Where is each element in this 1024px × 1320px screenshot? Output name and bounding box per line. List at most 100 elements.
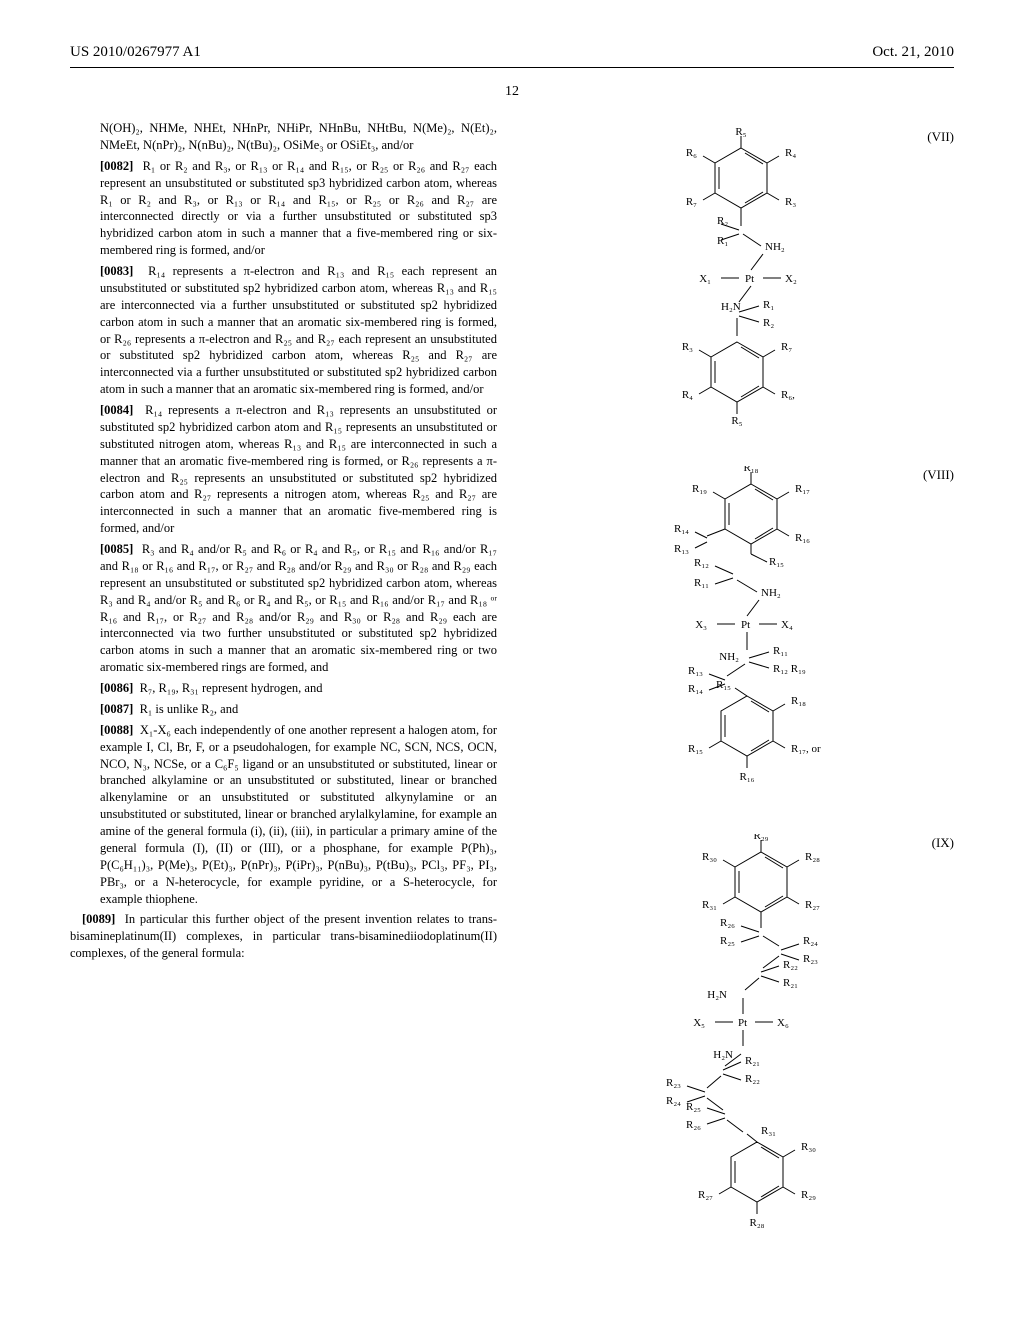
svg-text:R₁₂: R₁₂	[693, 557, 708, 569]
svg-text:R₆: R₆	[685, 147, 696, 159]
svg-text:R₁₃: R₁₃	[673, 543, 688, 555]
para-text: R₁₄ represents a π-electron and R₁₃ repr…	[100, 403, 497, 535]
structure-label-viii: (VIII)	[923, 466, 954, 484]
svg-text:Pt: Pt	[741, 619, 750, 631]
para-num: [0089]	[82, 912, 115, 926]
structure-ix: (IX)	[527, 834, 954, 1254]
structure-ix-svg: R₂₉ R₂₈ R₃₀ R₃₁ R₂₇ R₂₆ R₂₅ R₂₄ R₂₃ R₂₂ …	[611, 834, 871, 1254]
svg-text:R₁₄: R₁₄	[687, 683, 702, 695]
para-text: X₁-X₆ each independently of one another …	[100, 723, 497, 906]
svg-text:X₃: X₃	[695, 619, 707, 631]
svg-text:R₂₆: R₂₆	[719, 917, 734, 929]
svg-text:R₃₁: R₃₁	[701, 899, 716, 911]
para-0088: [0088] X₁-X₆ each independently of one a…	[70, 722, 497, 908]
para-text: R₃ and R₄ and/or R₅ and R₆ or R₄ and R₅,…	[100, 542, 497, 674]
para-0082: [0082] R₁ or R₂ and R₃, or R₁₃ or R₁₄ an…	[70, 158, 497, 259]
header-rule	[70, 67, 954, 68]
svg-text:X₆: X₆	[777, 1017, 789, 1029]
para-num: [0086]	[100, 681, 133, 695]
svg-text:R₁₅: R₁₅	[715, 679, 730, 691]
para-num: [0085]	[100, 542, 133, 556]
right-column: (VII)	[527, 120, 954, 1260]
svg-text:R₆,: R₆,	[781, 389, 795, 401]
svg-text:X₄: X₄	[781, 619, 793, 631]
svg-text:R₂₉: R₂₉	[753, 834, 768, 842]
para-0083: [0083] R₁₄ represents a π-electron and R…	[70, 263, 497, 398]
svg-text:H₂N: H₂N	[721, 301, 741, 313]
svg-text:R₁₁: R₁₁	[693, 577, 708, 589]
left-column: N(OH)₂, NHMe, NHEt, NHnPr, NHiPr, NHnBu,…	[70, 120, 497, 1260]
structure-label-ix: (IX)	[932, 834, 954, 852]
svg-text:R₂₆: R₂₆	[685, 1119, 700, 1131]
svg-text:R₁: R₁	[763, 299, 774, 311]
para-0086: [0086] R₇, R₁₉, R₃₁ represent hydrogen, …	[70, 680, 497, 697]
structure-vii: (VII)	[527, 128, 954, 458]
svg-text:R₁₁: R₁₁	[773, 645, 788, 657]
svg-text:R₃₀: R₃₀	[801, 1141, 816, 1153]
svg-text:R₇: R₇	[685, 196, 696, 208]
svg-text:R₂₂: R₂₂	[745, 1073, 760, 1085]
svg-text:R₁₆: R₁₆	[795, 532, 810, 544]
svg-text:R₇: R₇	[781, 341, 792, 353]
para-0081-cont: N(OH)₂, NHMe, NHEt, NHnPr, NHiPr, NHnBu,…	[70, 120, 497, 154]
svg-text:R₁₈: R₁₈	[743, 466, 758, 474]
para-text: R₇, R₁₉, R₃₁ represent hydrogen, and	[140, 681, 323, 695]
svg-text:R₅: R₅	[731, 415, 742, 427]
svg-text:R₁₄: R₁₄	[673, 523, 688, 535]
svg-text:R₁₈: R₁₈	[791, 695, 806, 707]
svg-text:R₁₇: R₁₇	[795, 483, 810, 495]
svg-text:H₂N: H₂N	[713, 1049, 733, 1061]
svg-text:R₂₂: R₂₂	[783, 959, 798, 971]
page-number: 12	[0, 84, 1024, 100]
svg-text:R₂₇: R₂₇	[805, 899, 820, 911]
para-text: In particular this further object of the…	[70, 912, 497, 960]
svg-text:R₂: R₂	[717, 215, 728, 227]
svg-text:R₃₁: R₃₁	[761, 1125, 776, 1137]
svg-text:R₂₈: R₂₈	[805, 851, 820, 863]
para-num: [0088]	[100, 723, 133, 737]
svg-text:Pt: Pt	[745, 273, 754, 285]
structure-viii: (VIII)	[527, 466, 954, 826]
svg-text:X₁: X₁	[699, 273, 711, 285]
svg-text:R₂₈: R₂₈	[749, 1217, 764, 1229]
svg-text:R₁₅: R₁₅	[769, 556, 784, 568]
para-0085: [0085] R₃ and R₄ and/or R₅ and R₆ or R₄ …	[70, 541, 497, 676]
svg-text:R₁₂ R₁₉: R₁₂ R₁₉	[773, 663, 806, 675]
svg-text:NH₂: NH₂	[761, 587, 781, 599]
para-text: R₁₄ represents a π-electron and R₁₃ and …	[100, 264, 497, 396]
svg-text:R₂₅: R₂₅	[719, 935, 734, 947]
svg-text:R₁₉: R₁₉	[691, 483, 706, 495]
para-0084: [0084] R₁₄ represents a π-electron and R…	[70, 402, 497, 537]
svg-text:X₅: X₅	[693, 1017, 705, 1029]
svg-text:R₂₁: R₂₁	[783, 977, 798, 989]
pub-number: US 2010/0267977 A1	[70, 44, 201, 61]
svg-text:R₁₃: R₁₃	[687, 665, 702, 677]
pub-date: Oct. 21, 2010	[872, 44, 954, 61]
para-num: [0087]	[100, 702, 133, 716]
svg-text:X₂: X₂	[785, 273, 797, 285]
structure-viii-svg: R₁₈ R₁₇ R₁₆ R₁₉ R₁₄ R₁₃ R₁₅ R₁₂ R₁₁ NH₂ …	[611, 466, 871, 826]
para-0087: [0087] R₁ is unlike R₂, and	[70, 701, 497, 718]
svg-text:R₃: R₃	[681, 341, 692, 353]
svg-text:R₂₇: R₂₇	[697, 1189, 712, 1201]
structure-label-vii: (VII)	[927, 128, 954, 146]
svg-text:R₅: R₅	[735, 128, 746, 138]
svg-text:R₂₄: R₂₄	[803, 935, 818, 947]
svg-text:R₂₅: R₂₅	[685, 1101, 700, 1113]
structure-vii-svg: R₅ R₄ R₃ R₆ R₇ R₂ R₁ NH₂ X₁ Pt X₂ H₂N R₁…	[621, 128, 861, 458]
svg-text:R₄: R₄	[785, 147, 796, 159]
svg-text:Pt: Pt	[738, 1017, 747, 1029]
para-num: [0083]	[100, 264, 133, 278]
svg-text:R₂₃: R₂₃	[803, 953, 818, 965]
svg-text:R₂₁: R₂₁	[745, 1055, 760, 1067]
para-num: [0082]	[100, 159, 133, 173]
svg-text:NH₂: NH₂	[719, 651, 739, 663]
main-content: N(OH)₂, NHMe, NHEt, NHnPr, NHiPr, NHnBu,…	[0, 100, 1024, 1260]
svg-text:R₄: R₄	[681, 389, 692, 401]
svg-text:R₂₃: R₂₃	[665, 1077, 680, 1089]
para-text: R₁ is unlike R₂, and	[140, 702, 239, 716]
para-0089: [0089] In particular this further object…	[70, 911, 497, 962]
para-text: R₁ or R₂ and R₃, or R₁₃ or R₁₄ and R₁₅, …	[100, 159, 497, 257]
svg-text:R₂₄: R₂₄	[665, 1095, 680, 1107]
svg-text:R₁₆: R₁₆	[739, 771, 754, 783]
